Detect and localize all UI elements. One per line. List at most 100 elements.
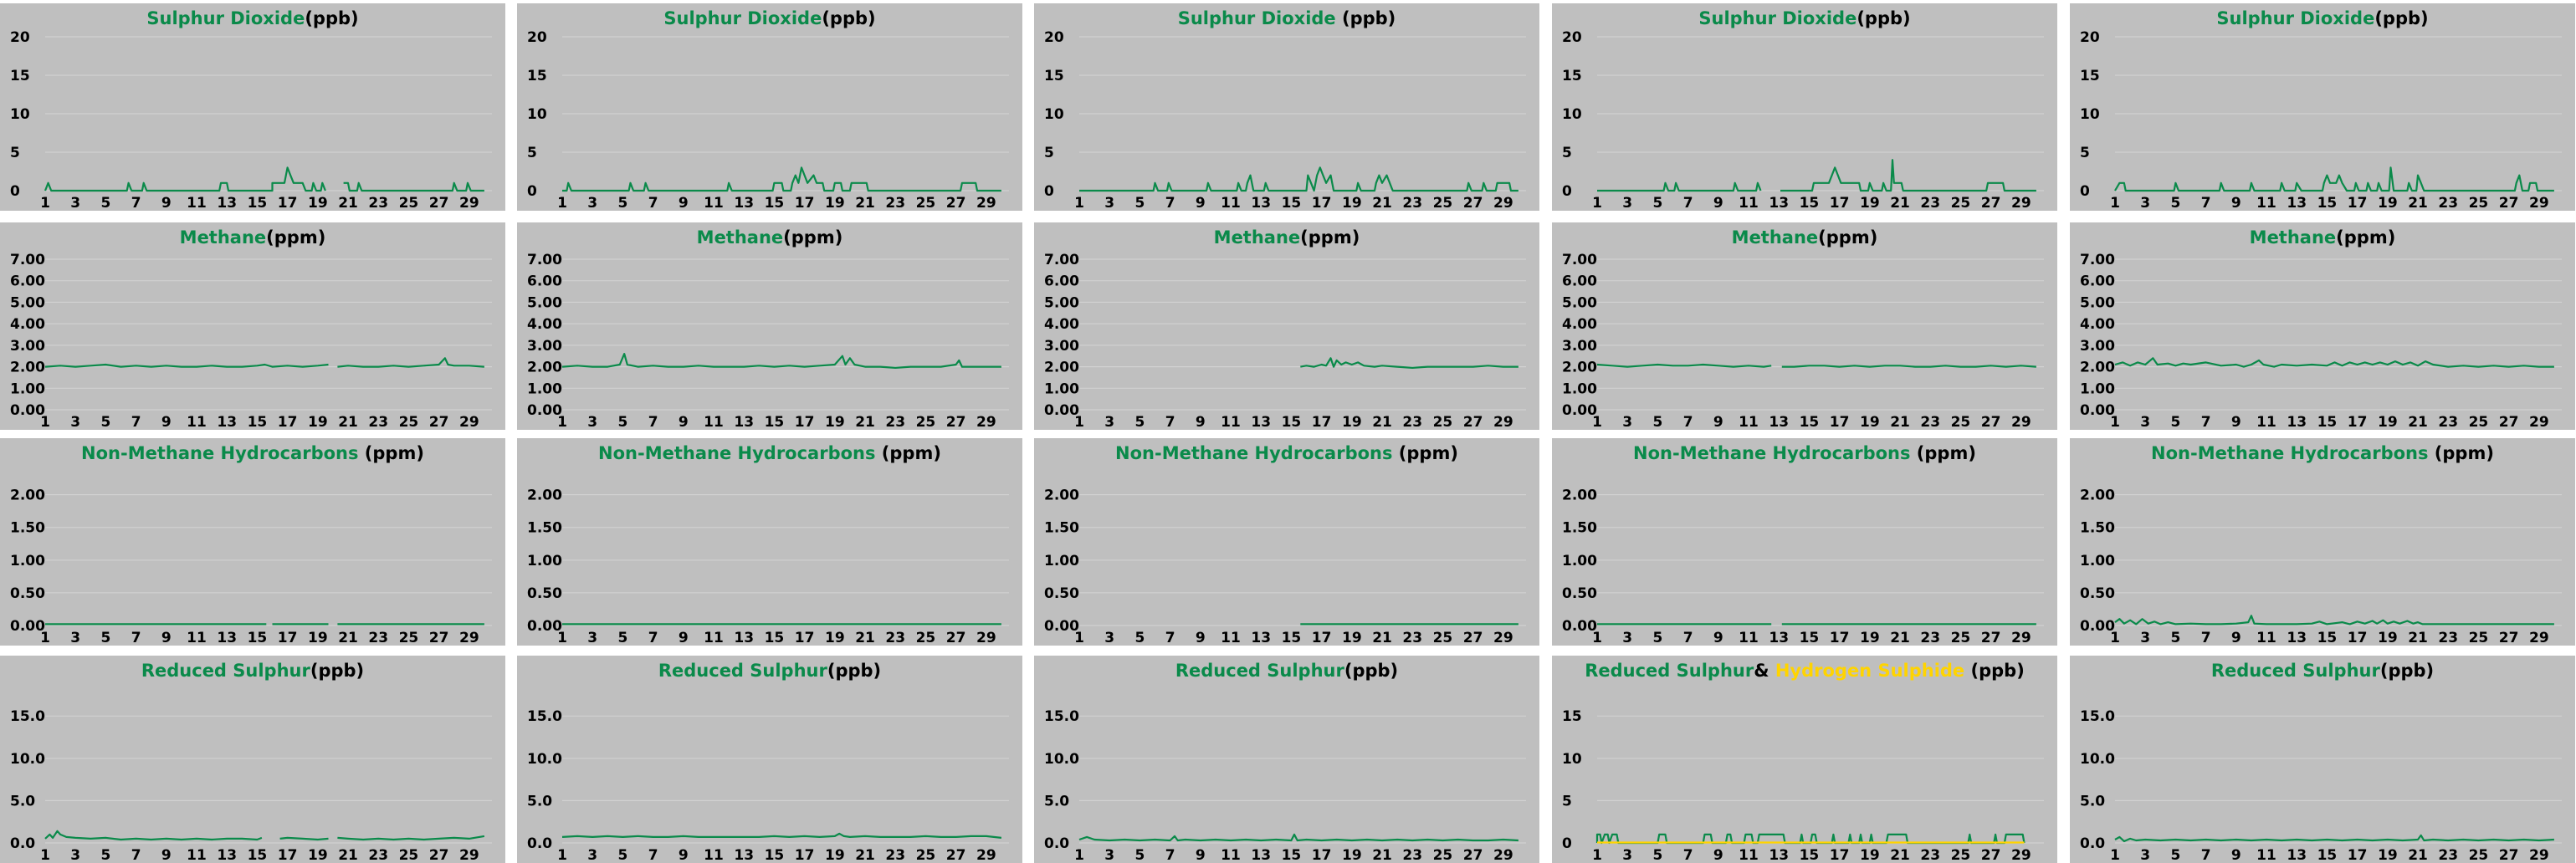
chart-title-part: Methane xyxy=(1213,227,1301,248)
chart-title-part: (ppb) xyxy=(305,8,359,28)
x-tick-label: 3 xyxy=(1622,630,1632,646)
x-tick-label: 19 xyxy=(1342,414,1362,430)
chart-svg: 0.000.501.001.502.001 3 5 7 9 11 13 15 17 19 21 23 2… xyxy=(1562,488,2044,646)
x-tick-label: 23 xyxy=(2438,195,2458,211)
x-tick-label: 15 xyxy=(1800,847,1820,863)
x-tick-label: 9 xyxy=(679,195,689,211)
x-tick-label: 9 xyxy=(161,847,172,863)
x-tick-label: 25 xyxy=(2469,847,2489,863)
chart-svg: 0.05.010.015.01 3 5 7 9 11 13 15 17 19 21 23 25 27 29 xyxy=(1044,708,1526,863)
y-tick-label: 0.0 xyxy=(527,835,552,852)
chart-title: Methane(ppm) xyxy=(517,227,1022,248)
chart-title-part: (ppm) xyxy=(2434,443,2494,463)
chart-title: Sulphur Dioxide (ppb) xyxy=(1034,8,1539,28)
x-tick-label: 7 xyxy=(648,414,658,430)
x-tick-label: 29 xyxy=(459,195,479,211)
x-tick-label: 7 xyxy=(131,847,141,863)
x-tick-label: 23 xyxy=(1402,847,1422,863)
x-tick-label: 11 xyxy=(1739,414,1759,430)
y-tick-label: 1.00 xyxy=(1562,553,1597,569)
chart-title-part: Reduced Sulphur xyxy=(658,661,827,681)
x-tick-label: 21 xyxy=(338,414,358,430)
y-tick-label: 6.00 xyxy=(1562,273,1597,290)
x-tick-label: 9 xyxy=(2231,847,2241,863)
chart-panel: 0.00 1.00 2.00 3.00 4.00 5.00 6.00 7.00 1 3 5 7 9 11 1… xyxy=(0,222,505,430)
x-tick-label: 21 xyxy=(338,195,358,211)
x-tick-label: 9 xyxy=(2231,195,2241,211)
x-tick-label: 9 xyxy=(1713,195,1723,211)
x-tick-label: 11 xyxy=(1221,630,1241,646)
chart-title-part: Non-Methane Hydrocarbons xyxy=(2151,443,2435,463)
y-tick-label: 0 xyxy=(1044,183,1054,200)
x-tick-label: 21 xyxy=(855,414,875,430)
x-tick-label: 27 xyxy=(1463,414,1483,430)
x-tick-label: 27 xyxy=(1463,630,1483,646)
x-tick-label: 3 xyxy=(587,630,597,646)
x-tick-label: 9 xyxy=(161,414,172,430)
y-tick-label: 1.00 xyxy=(2080,553,2115,569)
x-tick-label: 5 xyxy=(1652,195,1662,211)
y-tick-label: 5.00 xyxy=(527,294,562,311)
x-tick-label: 15 xyxy=(2317,414,2338,430)
chart-title-part: (ppm) xyxy=(1818,227,1878,248)
y-tick-label: 20 xyxy=(1562,29,1582,46)
chart-title-part: (ppb) xyxy=(310,661,365,681)
x-tick-label: 25 xyxy=(2469,630,2489,646)
x-tick-label: 1 xyxy=(2110,414,2120,430)
y-tick-label: 15 xyxy=(527,68,547,84)
x-tick-label: 19 xyxy=(308,195,328,211)
chart-title: Reduced Sulphur(ppb) xyxy=(0,661,505,681)
y-tick-label: 4.00 xyxy=(527,316,562,333)
x-tick-label: 3 xyxy=(587,414,597,430)
y-tick-label: 5 xyxy=(2080,145,2090,161)
x-tick-label: 3 xyxy=(70,847,80,863)
y-tick-label: 10 xyxy=(527,106,547,123)
x-tick-label: 9 xyxy=(2231,630,2241,646)
x-tick-label: 3 xyxy=(1622,195,1632,211)
y-tick-label: 0.00 xyxy=(2080,402,2115,419)
y-tick-label: 0 xyxy=(10,183,20,200)
x-tick-label: 21 xyxy=(1890,195,1910,211)
x-tick-label: 19 xyxy=(1342,847,1362,863)
x-tick-label: 3 xyxy=(1622,847,1632,863)
y-tick-label: 1.00 xyxy=(527,380,562,397)
y-tick-label: 0.50 xyxy=(527,585,562,602)
x-tick-label: 17 xyxy=(1312,847,1332,863)
x-tick-label: 9 xyxy=(2231,414,2241,430)
x-tick-label: 19 xyxy=(1860,847,1880,863)
y-tick-label: 20 xyxy=(2080,29,2100,46)
chart-title-part: Sulphur Dioxide xyxy=(2216,8,2375,28)
series-line xyxy=(1595,833,2025,845)
x-tick-label: 17 xyxy=(795,630,815,646)
x-tick-label: 7 xyxy=(1683,630,1693,646)
y-tick-label: 2.00 xyxy=(1044,488,1079,504)
x-tick-label: 19 xyxy=(1860,195,1880,211)
x-tick-label: 19 xyxy=(2378,414,2398,430)
x-tick-label: 7 xyxy=(131,195,141,211)
x-tick-label: 13 xyxy=(1769,414,1789,430)
x-tick-label: 17 xyxy=(1312,195,1332,211)
x-tick-label: 9 xyxy=(1713,630,1723,646)
y-tick-label: 5.0 xyxy=(2080,793,2105,809)
series-line xyxy=(2114,357,2554,368)
x-tick-label: 11 xyxy=(704,195,724,211)
y-tick-label: 3.00 xyxy=(2080,338,2115,355)
x-tick-label: 19 xyxy=(1860,630,1880,646)
x-tick-label: 23 xyxy=(885,847,905,863)
x-tick-label: 13 xyxy=(734,414,754,430)
x-tick-label: 17 xyxy=(1312,414,1332,430)
x-tick-label: 27 xyxy=(1463,195,1483,211)
chart-title-part: Non-Methane Hydrocarbons xyxy=(1115,443,1399,463)
x-tick-label: 1 xyxy=(2110,630,2120,646)
x-tick-label: 19 xyxy=(1342,195,1362,211)
x-tick-label: 25 xyxy=(2469,414,2489,430)
y-tick-label: 5 xyxy=(10,145,20,161)
x-tick-label: 17 xyxy=(1830,847,1850,863)
chart-title-part: Reduced Sulphur xyxy=(141,661,310,681)
x-tick-label: 13 xyxy=(734,847,754,863)
x-tick-label: 19 xyxy=(825,630,845,646)
chart-svg: 0.000.501.001.502.001 3 5 7 9 11 13 15 17 19 21 23 2… xyxy=(2080,488,2562,646)
x-tick-label: 19 xyxy=(308,414,328,430)
x-tick-label: 29 xyxy=(2011,630,2031,646)
